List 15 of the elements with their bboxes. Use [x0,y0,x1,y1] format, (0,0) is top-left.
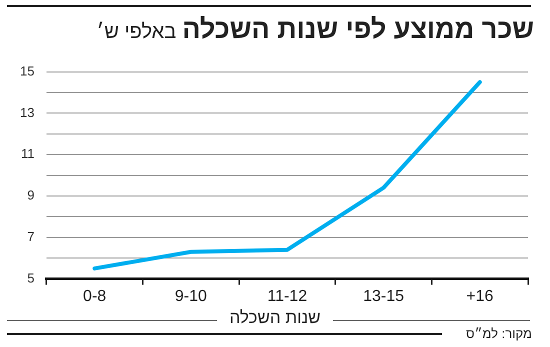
chart-title: שכר ממוצע לפי שנות השכלה [182,14,534,44]
y-tick-label: 11 [20,146,34,162]
x-tick-label: 13-15 [363,288,404,305]
y-tick-label: 7 [27,228,34,244]
y-tick-label: 9 [27,188,34,203]
y-tick-label: 15 [20,63,34,78]
x-tick-label: +16 [466,288,494,305]
y-tick-label: 13 [20,104,34,120]
x-tick-label: 11-12 [267,288,308,305]
chart-subtitle: באלפי ש׳ [96,21,176,43]
x-tick-label: 0-8 [83,288,106,305]
text: מקור: למ״ס [460,326,532,341]
x-tick-label: 9-10 [174,288,208,305]
y-tick-label: 5 [27,270,34,286]
x-axis-title: שנות השכלה [217,308,333,327]
